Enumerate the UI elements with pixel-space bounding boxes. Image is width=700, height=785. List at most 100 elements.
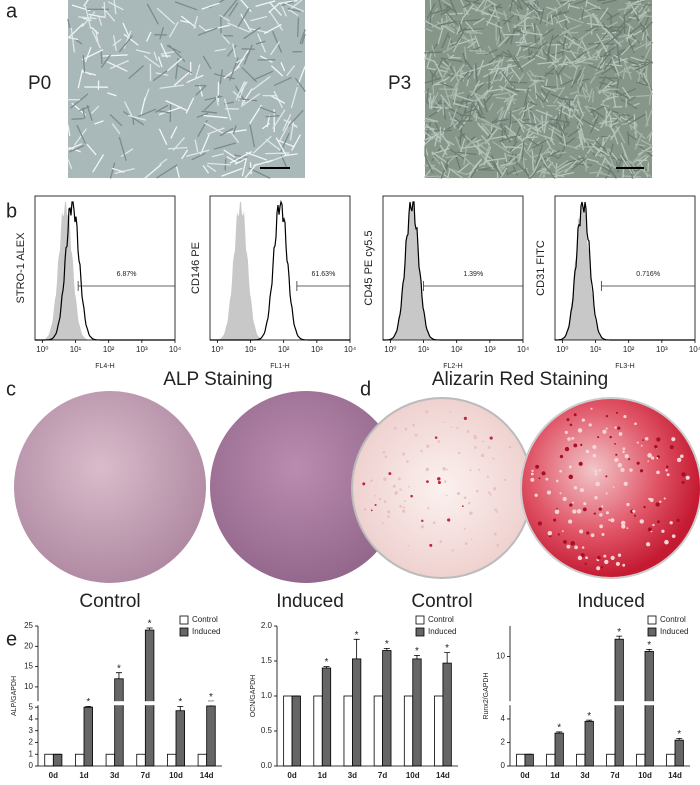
cell <box>508 0 518 7</box>
x-tick-label: 10d <box>169 771 183 780</box>
cell <box>235 81 245 100</box>
cell <box>470 164 480 178</box>
error-bar <box>616 635 623 640</box>
cell <box>78 16 97 20</box>
cell <box>501 141 507 149</box>
cell <box>219 127 234 137</box>
x-tick-label: 0d <box>287 771 296 780</box>
gate-label: 6.87% <box>117 271 137 278</box>
panel-title: Alizarin Red Staining <box>432 369 608 390</box>
error-bar <box>676 737 683 741</box>
cell <box>424 175 439 178</box>
cell <box>424 121 432 142</box>
cell <box>543 163 556 179</box>
x-tick-label: 10⁰ <box>211 345 223 354</box>
speck <box>626 502 630 507</box>
cell <box>491 154 499 172</box>
significance: * <box>647 640 651 651</box>
cell <box>499 162 511 167</box>
speck <box>590 533 595 538</box>
cell <box>581 8 585 20</box>
cell <box>521 0 533 12</box>
cell <box>515 55 526 60</box>
speck <box>574 545 578 550</box>
x-tick-label: 10⁴ <box>689 345 700 354</box>
image-label: P0 <box>28 73 51 94</box>
cell <box>595 147 611 157</box>
cell <box>473 158 482 168</box>
bar <box>584 720 594 767</box>
bar <box>52 753 63 767</box>
speck <box>626 527 629 530</box>
cell <box>433 167 450 179</box>
legend-label: Induced <box>660 627 688 636</box>
cell <box>515 8 524 23</box>
cell <box>592 115 598 122</box>
cell <box>599 55 604 70</box>
cell <box>510 28 515 45</box>
cell <box>227 22 250 33</box>
cell <box>243 44 253 65</box>
cell <box>587 88 593 103</box>
x-tick-label: 14d <box>200 771 214 780</box>
cell <box>471 101 482 117</box>
cell <box>533 53 547 60</box>
cell <box>158 106 182 116</box>
speck <box>594 496 598 500</box>
speck <box>363 507 367 511</box>
cell <box>501 71 513 87</box>
cell <box>441 44 458 54</box>
x-tick-label: 7d <box>378 771 387 780</box>
speck <box>610 518 615 523</box>
cell <box>154 104 169 113</box>
cell <box>479 60 500 69</box>
cell <box>524 17 527 32</box>
cell <box>426 87 429 103</box>
cell <box>98 16 103 26</box>
cell <box>585 0 588 8</box>
cell <box>221 167 243 177</box>
cell <box>560 49 579 55</box>
y-axis-label: STRO-1 ALEX <box>15 232 27 304</box>
cell <box>135 49 151 54</box>
speck <box>603 554 607 558</box>
cell <box>523 148 537 163</box>
legend-label: Induced <box>192 627 220 636</box>
speck <box>598 468 602 472</box>
cell <box>463 108 477 115</box>
cell <box>204 95 223 101</box>
bar <box>75 753 85 767</box>
x-tick-label: 10⁴ <box>344 345 357 354</box>
legend-swatch <box>179 627 189 637</box>
cell <box>83 0 89 7</box>
bar <box>105 753 116 767</box>
cell <box>528 4 538 12</box>
cell <box>626 36 635 54</box>
cell <box>486 162 494 172</box>
speck <box>616 411 619 414</box>
speck <box>473 435 478 440</box>
cell <box>67 158 73 170</box>
cell <box>465 21 475 32</box>
speck <box>599 524 603 529</box>
cell <box>441 0 452 7</box>
cell <box>598 90 619 96</box>
cell <box>611 57 620 77</box>
speck <box>463 416 467 420</box>
bar <box>291 695 301 767</box>
cell <box>628 29 643 39</box>
cell <box>186 149 210 157</box>
speck <box>410 494 413 498</box>
y-axis-label: OCN/GAPDH <box>250 675 257 717</box>
cell <box>628 94 650 98</box>
cell <box>583 157 599 163</box>
cell <box>565 137 576 145</box>
cell <box>203 114 228 119</box>
cell <box>515 42 533 47</box>
speck <box>383 477 387 482</box>
cell <box>630 56 645 63</box>
cell <box>207 127 225 135</box>
speck <box>600 566 604 569</box>
cell <box>455 136 464 156</box>
cell <box>589 124 600 132</box>
